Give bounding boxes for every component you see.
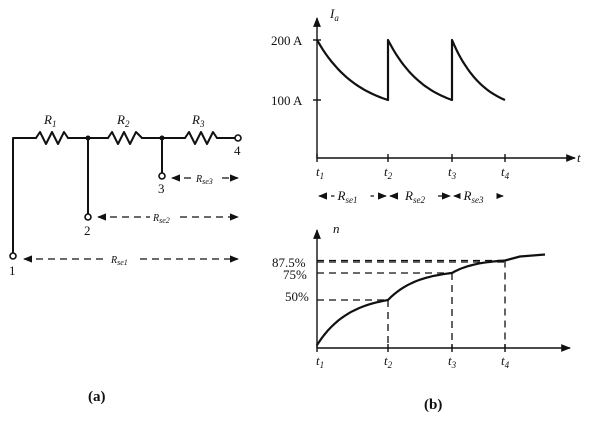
terminal-1-label: 1 (9, 263, 16, 278)
resistor-1-zigzag (35, 131, 69, 145)
current-interval-bg-1 (334, 186, 371, 202)
terminal-4-label: 4 (234, 143, 241, 158)
current-interval-bg-3 (460, 186, 497, 202)
current-xtick-label-3: t3 (448, 164, 457, 181)
speed-xtick-label-3: t3 (448, 353, 457, 370)
speed-xtick-label-2: t2 (384, 353, 393, 370)
speed-xtick-label-1: t1 (316, 353, 324, 370)
current-interval-label-1: Rse1 (337, 188, 358, 205)
terminal-2-circle (84, 213, 92, 221)
current-xtick-label-2: t2 (384, 164, 393, 181)
resistor-3-label: R3 (191, 112, 205, 129)
speed-xtick-label-4: t4 (501, 353, 510, 370)
current-ytick-100: 100 A (271, 93, 303, 108)
current-series-line (316, 38, 506, 102)
circuit-wire-main (12, 137, 37, 254)
current-plot: Ia t 200 A 100 A t1 t2 t3 t4 Rse1 Rse2 Rse3 (271, 6, 581, 205)
current-xtick-label-4: t4 (501, 164, 510, 181)
resistor-3-zigzag (184, 131, 218, 145)
speed-plot: n 87.5% 75% 50% t1 t2 t3 t4 (272, 221, 571, 370)
current-interval-label-3: Rse3 (463, 188, 484, 205)
resistor-2-zigzag (107, 131, 143, 145)
speed-ytick-75: 75% (283, 267, 307, 282)
terminal-3-label: 3 (158, 181, 165, 196)
speed-y-label: n (333, 221, 340, 236)
span-se2-label: Rse2 (152, 213, 170, 225)
caption-a: (a) (88, 389, 106, 405)
current-x-label: t (577, 150, 581, 165)
caption-b: (b) (424, 397, 442, 413)
current-xtick-label-1: t1 (316, 164, 324, 181)
resistor-2-label: R2 (116, 112, 130, 129)
speed-ytick-50: 50% (285, 289, 309, 304)
circuit-diagram: R1 R2 R3 1 2 3 4 Rse3 Rse2 Rse1 (a) (9, 112, 242, 405)
span-se3-label: Rse3 (195, 174, 213, 186)
terminal-2-label: 2 (84, 223, 91, 238)
resistor-1-label: R1 (43, 112, 56, 129)
speed-series-line (316, 253, 546, 346)
current-interval-label-2: Rse2 (404, 188, 425, 205)
span-se1-label: Rse1 (110, 255, 128, 267)
current-ytick-200: 200 A (271, 33, 303, 48)
terminal-4-circle (234, 134, 242, 142)
current-y-label: Ia (329, 6, 339, 23)
terminal-3-circle (158, 172, 166, 180)
current-interval-bg-2 (402, 186, 438, 202)
speed-ytick-875: 87.5% (272, 255, 306, 270)
terminal-1-circle (9, 252, 17, 260)
